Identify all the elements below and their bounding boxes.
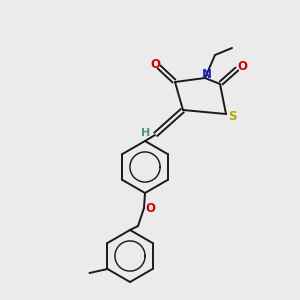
- Text: O: O: [237, 59, 247, 73]
- Text: S: S: [228, 110, 236, 122]
- Text: N: N: [202, 68, 212, 80]
- Text: O: O: [145, 202, 155, 214]
- Text: H: H: [141, 128, 151, 138]
- Text: O: O: [150, 58, 160, 70]
